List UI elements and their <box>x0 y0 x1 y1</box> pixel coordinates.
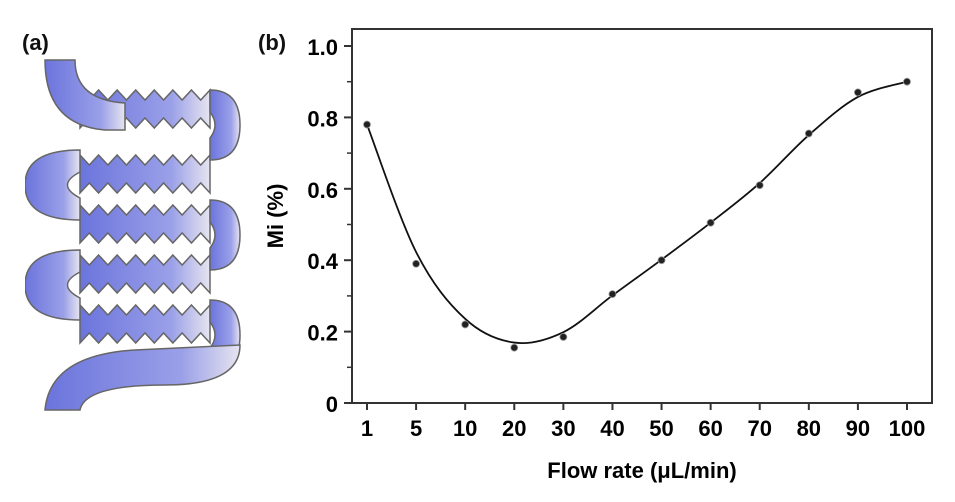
x-tick-label: 5 <box>410 416 422 441</box>
micromixer-image <box>25 59 241 411</box>
plot-frame <box>351 28 933 404</box>
outlet-channel <box>44 344 241 411</box>
channel-bend <box>25 149 81 221</box>
channel-bend <box>25 249 81 321</box>
x-tick-label: 1 <box>361 416 373 441</box>
x-tick-label: 60 <box>698 416 722 441</box>
channel-segment <box>79 203 211 245</box>
x-axis-label: Flow rate (μL/min) <box>547 458 736 483</box>
y-axis-label: Mi (%) <box>263 184 288 249</box>
data-point <box>657 256 666 265</box>
data-point <box>755 181 764 190</box>
panel-b-label: (b) <box>258 30 287 55</box>
y-tick-label: 0.8 <box>307 106 338 131</box>
data-point <box>510 343 519 352</box>
data-point <box>363 120 371 129</box>
x-tick-label: 40 <box>600 416 624 441</box>
channel-segment <box>79 253 211 295</box>
panel-a-label: (a) <box>22 30 49 55</box>
x-tick-label: 90 <box>846 416 870 441</box>
y-tick-label: 0 <box>326 392 338 417</box>
x-tick-label: 10 <box>453 416 477 441</box>
x-tick-label: 20 <box>502 416 526 441</box>
x-tick-label: 70 <box>747 416 771 441</box>
data-point <box>559 333 568 341</box>
x-tick-label: 30 <box>551 416 575 441</box>
data-point <box>804 129 813 138</box>
data-point <box>461 320 470 329</box>
data-point <box>412 259 420 268</box>
inlet-channel <box>44 59 126 131</box>
data-point <box>706 218 715 227</box>
y-tick-label: 0.2 <box>307 321 338 346</box>
y-tick-label: 0.4 <box>307 249 338 274</box>
y-tick-label: 1.0 <box>307 35 338 60</box>
channel-bend <box>209 199 241 271</box>
x-tick-label: 80 <box>797 416 821 441</box>
channel-segment <box>79 153 211 195</box>
x-tick-label: 100 <box>889 416 926 441</box>
channel-segment <box>79 303 211 345</box>
fit-curve <box>366 80 908 344</box>
data-point <box>903 77 911 86</box>
data-point <box>854 88 862 97</box>
x-tick-label: 50 <box>649 416 673 441</box>
channel-bend <box>209 89 241 161</box>
data-point <box>608 290 617 299</box>
y-tick-label: 0.6 <box>307 178 338 203</box>
